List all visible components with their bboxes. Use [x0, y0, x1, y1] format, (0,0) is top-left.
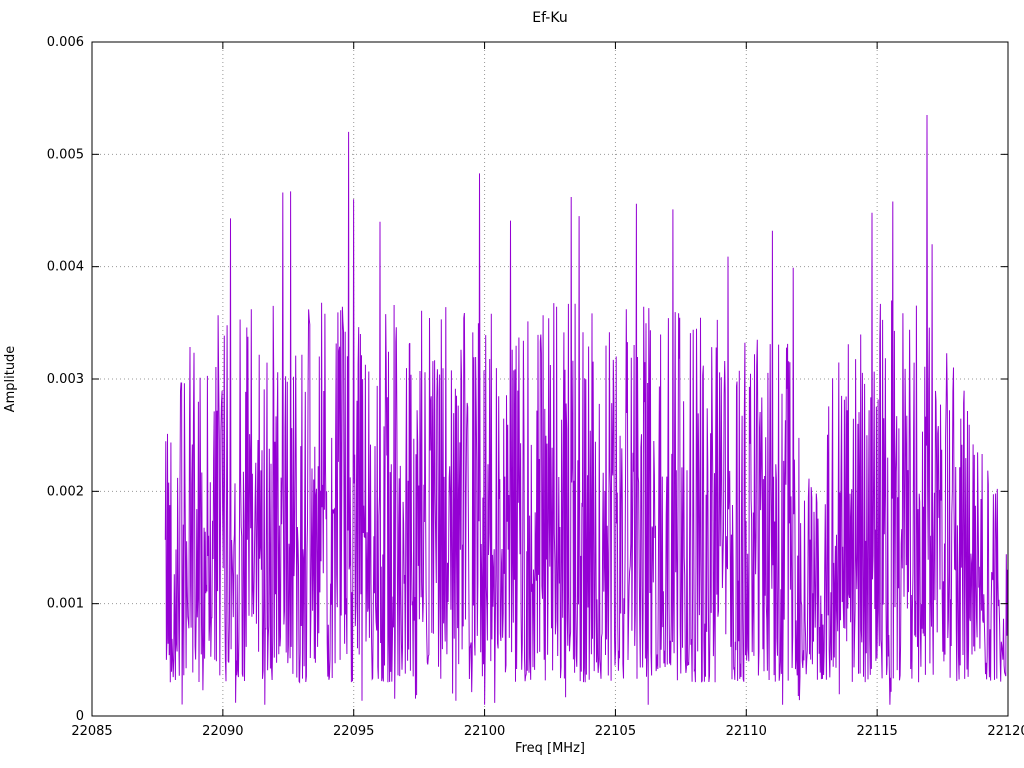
y-tick-label: 0	[76, 709, 84, 724]
y-tick-label: 0.001	[47, 597, 84, 612]
tick-labels: 22085 22090 22095 22100 22105 22110 22115 2212 0…	[47, 35, 1024, 739]
y-tick-label: 0.005	[47, 147, 84, 162]
x-tick-label: 22085	[71, 724, 112, 739]
x-tick-label: 22110	[726, 724, 767, 739]
x-tick-label: 22105	[595, 724, 636, 739]
x-tick-label: 22100	[464, 724, 505, 739]
y-axis-label: Amplitude	[3, 346, 18, 413]
chart-title: Ef-Ku	[532, 10, 567, 26]
signal-line	[164, 114, 1009, 705]
signal-path	[164, 114, 1009, 705]
y-tick-label: 0.004	[47, 260, 84, 275]
y-tick-label: 0.003	[47, 372, 84, 387]
x-tick-label: 22095	[333, 724, 374, 739]
axes	[91, 41, 1009, 717]
x-tick-label: 22115	[856, 724, 897, 739]
x-axis-label: Freq [MHz]	[515, 741, 585, 756]
y-tick-label: 0.006	[47, 35, 84, 50]
y-tick-label: 0.002	[47, 484, 84, 499]
x-tick-label: 22090	[202, 724, 243, 739]
